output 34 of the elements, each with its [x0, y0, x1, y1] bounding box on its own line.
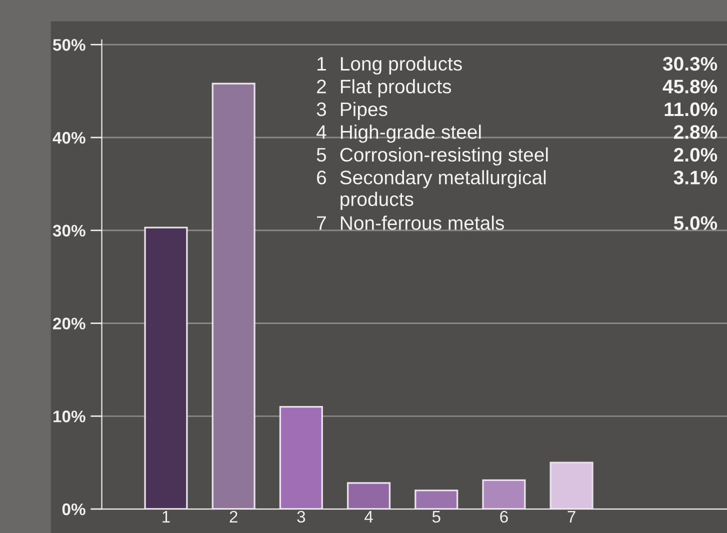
text: 5.0%	[674, 216, 718, 230]
x-tick-label: 2	[230, 510, 238, 522]
category-label: 4	[316, 125, 326, 139]
category-label: 1	[318, 57, 326, 70]
category-label: 5	[316, 148, 326, 162]
y-tick-label: 30%	[52, 224, 86, 237]
category-label: 3	[316, 102, 326, 116]
text: 30.3%	[662, 56, 718, 71]
x-tick-label: 6	[500, 510, 508, 523]
annotation: Long products	[340, 56, 462, 75]
y-tick-label: 50%	[52, 39, 86, 51]
x-tick-label: 1	[162, 511, 170, 522]
x-tick-label: 5	[432, 511, 440, 523]
annotation: Corrosion-resisting steel	[340, 147, 548, 166]
annotation: High-grade steel	[340, 124, 481, 143]
y-tick-label: 20%	[53, 318, 86, 330]
x-tick-label: 4	[364, 511, 373, 522]
annotation: Secondary metallurgical products	[340, 170, 546, 210]
y-tick-label: 10%	[54, 410, 86, 422]
annotation: Flat products	[340, 79, 452, 98]
annotation: Non-ferrous metals	[340, 216, 504, 230]
category-label: 2	[317, 80, 326, 94]
y-tick-label: 40%	[52, 132, 86, 144]
category-label: 6	[317, 170, 326, 184]
text: 3.1%	[674, 170, 718, 184]
x-tick-label: 3	[297, 510, 306, 523]
annotation: Pipes	[340, 102, 388, 120]
text: 2.0%	[674, 148, 718, 162]
text: 2.8%	[674, 125, 718, 139]
text: 45.8%	[662, 80, 718, 94]
y-tick-label: 0%	[62, 503, 86, 516]
category-label: 7	[317, 216, 326, 230]
x-tick-label: 7	[568, 511, 576, 522]
text: 11.0%	[664, 102, 718, 116]
